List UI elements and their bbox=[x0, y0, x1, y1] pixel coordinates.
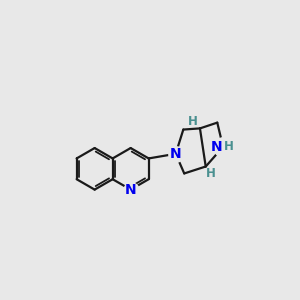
Text: H: H bbox=[224, 140, 234, 153]
Text: N: N bbox=[125, 183, 136, 196]
Text: H: H bbox=[188, 115, 198, 128]
Text: H: H bbox=[206, 167, 216, 180]
Text: N: N bbox=[211, 140, 222, 154]
Text: N: N bbox=[170, 147, 182, 161]
